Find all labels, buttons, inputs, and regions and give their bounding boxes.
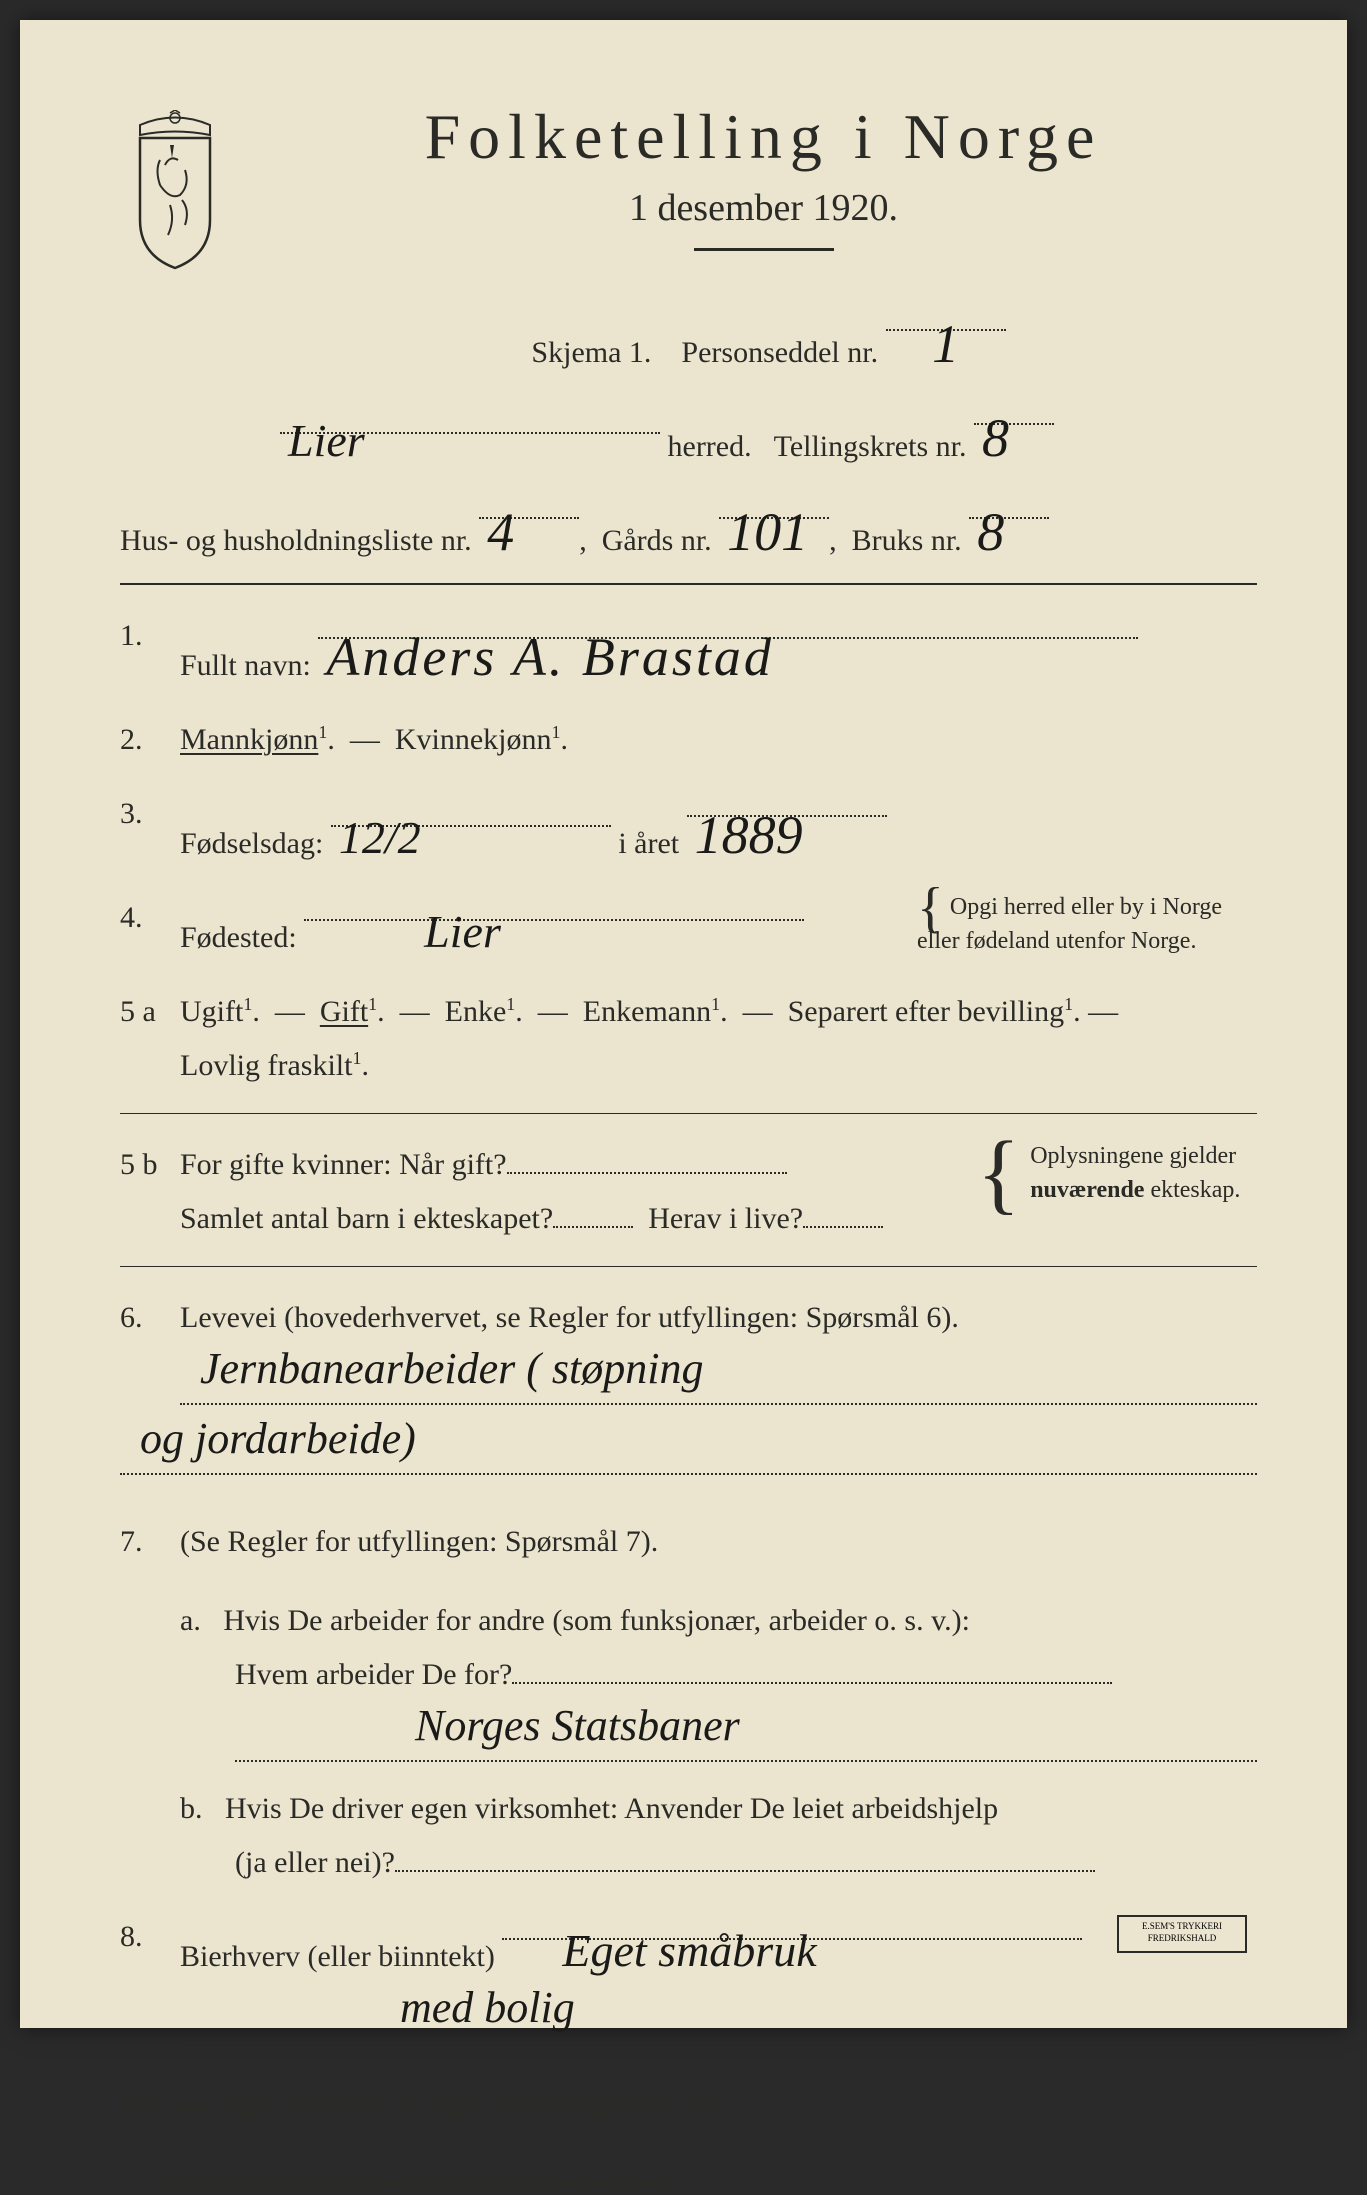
q5b-note-text: Oplysningene gjelder nuværende ekteskap. <box>1030 1140 1257 1207</box>
q5b-label3: Herav i live? <box>648 1202 803 1235</box>
q3-num: 3. <box>120 787 180 871</box>
q7a-value: Norges Statsbaner <box>415 1686 740 1765</box>
q7b-label: Hvis De driver egen virksomhet: Anvender… <box>225 1792 998 1825</box>
footer-note: Har man ingen biinntekt av nogen betydni… <box>120 2084 1257 2127</box>
question-7: 7. (Se Regler for utfyllingen: Spørsmål … <box>120 1515 1257 1890</box>
hus-line: Hus- og husholdningsliste nr. 4, Gårds n… <box>120 489 1257 565</box>
section-divider-2 <box>120 1113 1257 1114</box>
section-divider-3 <box>120 1266 1257 1267</box>
subtitle: 1 desember 1920. <box>270 186 1257 230</box>
question-1: 1. Fullt navn: Anders A. Brastad <box>120 609 1257 693</box>
gaard-label: Gårds nr. <box>602 524 712 557</box>
q1-num: 1. <box>120 609 180 693</box>
q7a-label: Hvis De arbeider for andre (som funksjon… <box>223 1604 970 1637</box>
schema-line: Skjema 1. Personseddel nr. 1 <box>280 301 1257 377</box>
herred-value: Lier <box>280 404 373 478</box>
krets-nr-value: 8 <box>974 395 1017 481</box>
bruks-nr-value: 8 <box>969 489 1012 575</box>
q4-note: { Opgi herred eller by i Norge eller fød… <box>917 891 1257 958</box>
bruks-label: Bruks nr. <box>852 524 962 557</box>
q4-note-text: Opgi herred eller by i Norge eller fødel… <box>917 894 1222 954</box>
q4-num: 4. <box>120 891 180 965</box>
q2-female: Kvinnekjønn <box>395 723 552 756</box>
q4-label: Fødested: <box>180 921 297 954</box>
q4-value: Lier <box>304 891 509 974</box>
question-8: 8. Bierhverv (eller biinntekt) Eget småb… <box>120 1910 1257 2064</box>
q3-year-value: 1889 <box>687 787 811 884</box>
footnote: 1 Her kan svares ved tydelig understrekn… <box>120 2170 1257 2194</box>
q7b-label2: (ja eller nei)? <box>235 1846 395 1879</box>
printer-stamp: E.SEM'S TRYKKERIFREDRIKSHALD <box>1117 1915 1247 1953</box>
q5b-label2: Samlet antal barn i ekteskapet? <box>180 1202 553 1235</box>
krets-label: Tellingskrets nr. <box>774 430 967 463</box>
q3-label: Fødselsdag: <box>180 827 323 860</box>
gaard-nr-value: 101 <box>719 489 816 575</box>
person-nr-value: 1 <box>924 301 967 387</box>
q5a-num: 5 a <box>120 985 180 1093</box>
q1-value: Anders A. Brastad <box>318 609 782 706</box>
person-label: Personseddel nr. <box>681 336 878 369</box>
question-6: 6. Levevei (hovederhvervet, se Regler fo… <box>120 1291 1257 1495</box>
section-divider-4 <box>120 2145 1257 2146</box>
q8-num: 8. <box>120 1910 180 2064</box>
q5a-options2: Lovlig fraskilt1. <box>180 1049 369 1082</box>
hus-label: Hus- og husholdningsliste nr. <box>120 524 472 557</box>
question-3: 3. Fødselsdag: 12/2 i året 1889 <box>120 787 1257 871</box>
herred-line: Lier herred. Tellingskrets nr. 8 <box>120 395 1257 471</box>
title-divider <box>694 248 834 251</box>
schema-label: Skjema 1. <box>531 336 651 369</box>
title-area: Folketelling i Norge 1 desember 1920. <box>270 100 1257 281</box>
q7-num: 7. <box>120 1515 180 1890</box>
q1-label: Fullt navn: <box>180 649 311 682</box>
q3-year-label: i året <box>618 827 679 860</box>
coat-of-arms-icon <box>120 110 230 270</box>
q3-day-value: 12/2 <box>331 797 429 880</box>
q2-num: 2. <box>120 713 180 767</box>
q5b-label1: For gifte kvinner: Når gift? <box>180 1148 507 1181</box>
q7b: b. Hvis De driver egen virksomhet: Anven… <box>180 1782 1257 1890</box>
header: Folketelling i Norge 1 desember 1920. <box>120 100 1257 281</box>
section-divider-1 <box>120 583 1257 585</box>
q7-label: (Se Regler for utfyllingen: Spørsmål 7). <box>180 1525 658 1558</box>
question-5a: 5 a Ugift1. — Gift1. — Enke1. — Enkemann… <box>120 985 1257 1093</box>
question-4: 4. Fødested: Lier { Opgi herred eller by… <box>120 891 1257 965</box>
q2-male: Mannkjønn <box>180 723 318 756</box>
norway-coat-of-arms-svg <box>120 110 230 270</box>
q7a: a. Hvis De arbeider for andre (som funks… <box>180 1594 1257 1762</box>
q5b-note: { Oplysningene gjelder nuværende ekteska… <box>977 1138 1257 1210</box>
hus-nr-value: 4 <box>479 489 522 575</box>
q6-value1: Jernbanearbeider ( støpning <box>200 1329 703 1408</box>
question-2: 2. Mannkjønn1. — Kvinnekjønn1. <box>120 713 1257 767</box>
q5b-num: 5 b <box>120 1138 180 1246</box>
q6-value2: og jordarbeide) <box>140 1399 416 1478</box>
q8-value2: med bolig <box>400 1968 575 2047</box>
main-title: Folketelling i Norge <box>270 100 1257 174</box>
census-form-document: Folketelling i Norge 1 desember 1920. Sk… <box>20 20 1347 2028</box>
q5a-options: Ugift1. — Gift1. — Enke1. — Enkemann1. —… <box>180 995 1118 1028</box>
herred-label: herred. <box>668 430 752 463</box>
question-5b: 5 b { Oplysningene gjelder nuværende ekt… <box>120 1138 1257 1246</box>
